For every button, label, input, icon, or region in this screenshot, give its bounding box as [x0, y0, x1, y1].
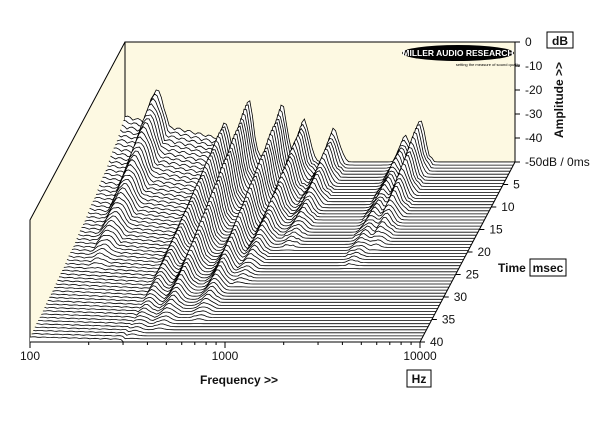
- time-ticks: 5 10 15 20 25 30 35 40: [420, 178, 520, 349]
- slice-line: [118, 109, 509, 175]
- time-tick-label: 30: [454, 290, 468, 304]
- brand-logo: MILLER AUDIO RESEARCH setting the measur…: [402, 45, 520, 67]
- slice-line: [47, 298, 438, 309]
- amplitude-ticks: 0 -10 -20 -30 -40 -50dB / 0ms: [515, 35, 590, 169]
- slice-line: [115, 118, 506, 181]
- slice-line: [54, 282, 445, 297]
- slice-line: [112, 126, 503, 187]
- time-axis-label: Time: [498, 261, 526, 275]
- slice-line: [91, 187, 482, 227]
- amplitude-unit: dB: [552, 34, 568, 48]
- slice-line: [82, 208, 474, 242]
- amplitude-axis-label: Amplitude >>: [552, 62, 566, 138]
- amplitude-tick-label: -20: [525, 83, 543, 97]
- slice-line: [70, 241, 461, 267]
- time-tick-label: 40: [430, 335, 444, 349]
- slice-line: [68, 245, 459, 270]
- slice-line: [78, 220, 469, 251]
- slice-line: [75, 229, 466, 257]
- amplitude-tick-label: -10: [525, 59, 543, 73]
- slice-line: [46, 302, 437, 312]
- slice-line: [113, 122, 504, 184]
- slice-line: [107, 142, 498, 196]
- brand-tagline: setting the measure of sound quality: [456, 62, 520, 67]
- amplitude-tick-label: 0: [525, 35, 532, 49]
- slice-line: [38, 320, 429, 328]
- slice-line: [41, 313, 432, 321]
- slice-fill: [34, 327, 425, 334]
- slice-line: [44, 306, 435, 315]
- slice-line: [34, 326, 425, 334]
- slice-line: [71, 237, 462, 264]
- slice-line: [99, 164, 490, 212]
- slice-line: [31, 333, 422, 340]
- slice-line: [86, 200, 477, 236]
- slice-line: [55, 278, 446, 294]
- time-unit: msec: [533, 261, 564, 275]
- frequency-unit: Hz: [412, 372, 427, 386]
- frequency-unit-box: [406, 369, 432, 388]
- slice-line: [52, 286, 443, 300]
- frequency-tick-label: 100: [20, 349, 40, 363]
- slice-line: [81, 212, 472, 245]
- slice-line: [95, 174, 486, 218]
- slice-line: [73, 233, 464, 261]
- slice-line: [100, 158, 491, 209]
- slice-line: [110, 131, 501, 190]
- amplitude-tick-label: -50dB / 0ms: [525, 155, 590, 169]
- time-unit-box: [529, 258, 567, 277]
- slice-line: [42, 310, 433, 318]
- slice-line: [57, 274, 448, 291]
- slice-line: [60, 265, 451, 285]
- time-tick-label: 25: [466, 268, 480, 282]
- slice-line: [65, 253, 456, 276]
- amplitude-unit-box: [546, 31, 574, 49]
- time-tick-label: 10: [501, 200, 515, 214]
- slice-line: [97, 169, 488, 215]
- brand-name: MILLER AUDIO RESEARCH: [402, 48, 513, 58]
- amplitude-tick-label: -30: [525, 107, 543, 121]
- time-tick-label: 35: [442, 313, 456, 327]
- slice-line: [63, 258, 454, 279]
- waterfall-slices: [29, 89, 515, 343]
- slice-line: [49, 294, 440, 306]
- slice-line: [89, 191, 480, 230]
- frequency-tick-label: 10000: [403, 349, 437, 363]
- slice-line: [39, 316, 430, 325]
- frequency-axis-label: Frequency >>: [200, 373, 278, 387]
- brand-logo-ellipse: [402, 45, 514, 61]
- slice-line: [79, 216, 470, 248]
- slice-line: [76, 224, 467, 254]
- amplitude-tick-label: -40: [525, 131, 543, 145]
- frequency-ticks: 100 1000 10000: [20, 342, 437, 363]
- slice-line: [87, 195, 478, 233]
- slice-fill: [39, 317, 430, 325]
- slice-line: [102, 154, 493, 206]
- slice-line: [33, 330, 424, 337]
- time-tick-label: 20: [478, 245, 492, 259]
- time-tick-label: 15: [489, 223, 503, 237]
- slice-line: [94, 178, 485, 221]
- slice-line: [84, 204, 475, 239]
- slice-fill: [33, 330, 424, 337]
- slice-line: [66, 249, 457, 273]
- slice-line: [105, 146, 496, 199]
- slice-fill: [36, 323, 427, 331]
- slice-line: [58, 270, 449, 288]
- slice-line: [119, 103, 511, 172]
- time-tick-label: 5: [513, 178, 520, 192]
- slice-line: [92, 182, 483, 224]
- frequency-tick-label: 1000: [212, 349, 239, 363]
- slice-fill: [38, 320, 429, 328]
- slice-line: [50, 290, 441, 303]
- slice-line: [62, 261, 453, 282]
- slice-line: [103, 150, 495, 203]
- slice-line: [108, 136, 499, 193]
- slice-line: [36, 323, 427, 331]
